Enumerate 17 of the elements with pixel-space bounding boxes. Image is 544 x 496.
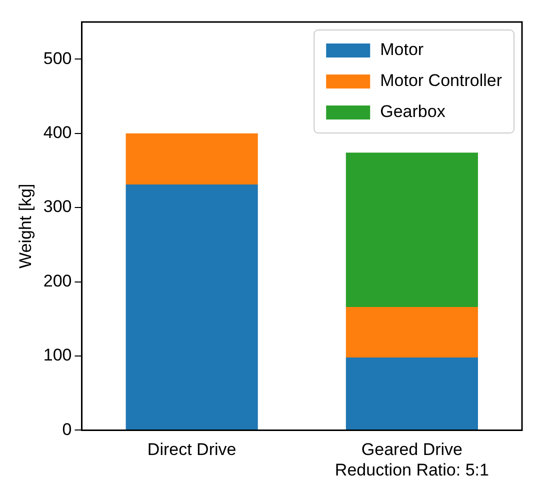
y-tick-label: 300 [43,197,72,216]
y-tick-label: 200 [43,271,72,290]
legend-label: Motor [380,40,424,60]
y-axis-title: Weight [kg] [16,184,35,268]
bar [126,133,258,185]
bar [346,307,478,358]
y-tick-label: 0 [62,420,72,439]
x-tick-label: Geared Drive Reduction Ratio: 5:1 [334,440,489,480]
bar [346,357,478,430]
bar [346,152,478,307]
bar [126,184,258,430]
legend-label: Motor Controller [380,71,502,90]
x-tick-label: Direct Drive [147,440,236,460]
y-tick-label: 400 [43,123,72,142]
legend-label: Gearbox [380,102,446,122]
y-tick-label: 100 [43,346,72,365]
y-tick-label: 500 [43,48,72,68]
